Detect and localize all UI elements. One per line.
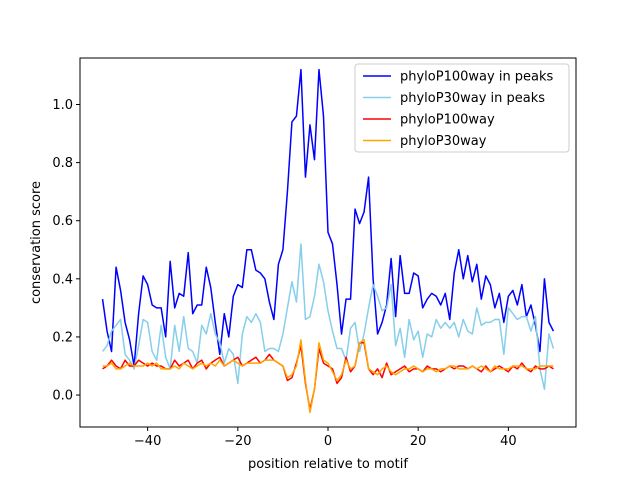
legend-box <box>354 63 570 153</box>
y-tick-label: 0.2 <box>52 330 73 345</box>
x-axis-label: position relative to motif <box>248 457 408 472</box>
y-tick-label: 1.0 <box>52 98 73 113</box>
y-tick-label: 0.0 <box>52 389 73 404</box>
x-tick-label: −40 <box>134 434 161 449</box>
series-line-4 <box>102 339 554 414</box>
y-tick-label: 0.4 <box>52 272 73 287</box>
y-tick-label: 0.6 <box>52 214 73 229</box>
x-tick-label: 40 <box>500 434 517 449</box>
y-axis: 0.0 0.2 0.4 0.6 0.8 1.0 <box>52 98 80 404</box>
legend-label-2: phyloP30way in peaks <box>400 91 545 106</box>
series-line-1 <box>101 68 555 367</box>
x-tick-label: 20 <box>410 434 427 449</box>
series-line-3 <box>102 341 554 411</box>
x-tick-label: −20 <box>224 434 251 449</box>
x-tick-label: 0 <box>324 434 332 449</box>
series-line-2 <box>101 243 555 390</box>
legend-label-1: phyloP100way in peaks <box>400 70 554 85</box>
y-axis-label: conservation score <box>29 181 44 304</box>
y-tick-label: 0.8 <box>52 156 73 171</box>
legend: phyloP100way in peaks phyloP30way in peak… <box>354 63 570 153</box>
series-layer <box>101 68 555 414</box>
legend-label-4: phyloP30way <box>400 134 487 149</box>
legend-label-3: phyloP100way <box>400 113 495 128</box>
x-axis: −40 −20 0 20 40 <box>134 427 517 449</box>
